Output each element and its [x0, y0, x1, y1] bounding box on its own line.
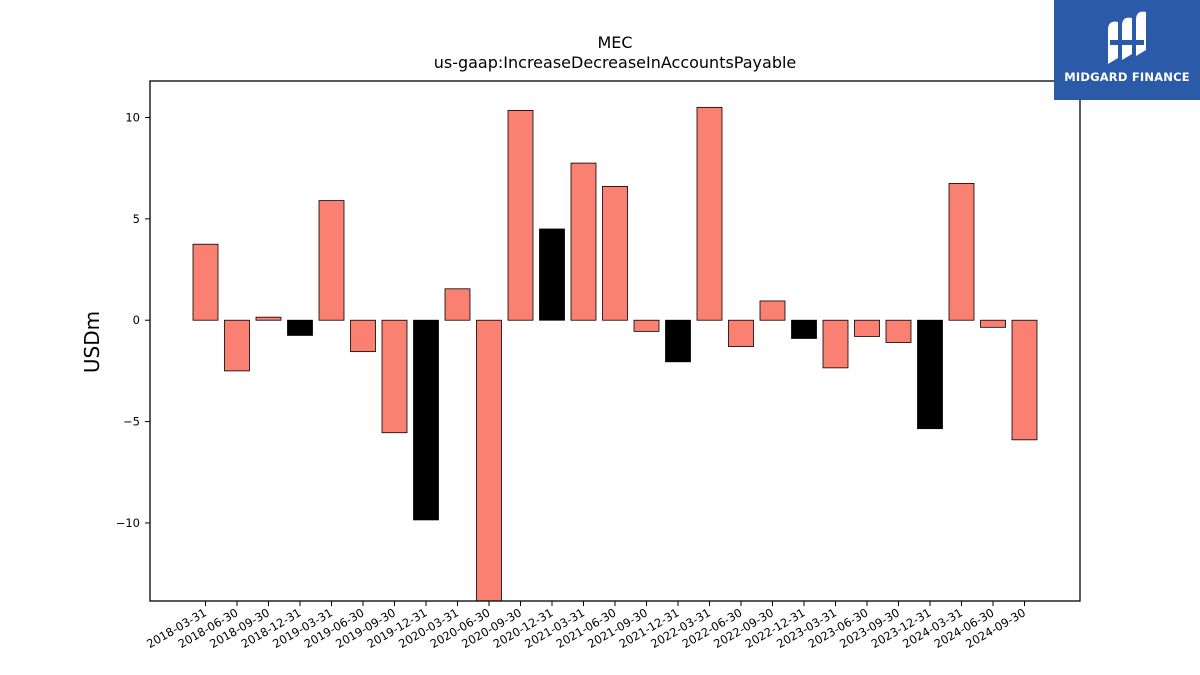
bar-2022-12-31 [791, 319, 817, 339]
bar-2020-06-30 [476, 319, 502, 602]
bar-2018-03-31 [192, 243, 219, 321]
chart-subtitle: us-gaap:IncreaseDecreaseInAccountsPayabl… [434, 53, 797, 72]
y-tick-label: −10 [116, 516, 140, 530]
bars-group [192, 106, 1038, 602]
bar-2021-09-30 [633, 319, 660, 332]
bar-2019-09-30 [381, 319, 408, 434]
y-tick-label: 0 [133, 313, 140, 327]
bar-2021-03-31 [570, 162, 597, 321]
bar-2021-06-30 [602, 186, 628, 321]
bar-2023-03-31 [822, 319, 849, 369]
bar-2023-12-31 [917, 319, 943, 430]
chart-title: MEC [597, 33, 632, 52]
plot-frame [149, 80, 1081, 602]
bar-2023-09-30 [885, 319, 912, 343]
midgard-finance-logo: MIDGARD FINANCE [1054, 0, 1200, 100]
bar-2023-06-30 [854, 319, 880, 337]
y-tick-label: 5 [133, 212, 140, 226]
bar-2019-06-30 [350, 319, 376, 353]
bar-2024-06-30 [980, 319, 1006, 328]
bar-2020-03-31 [444, 288, 471, 321]
logo-text: MIDGARD FINANCE [1064, 70, 1190, 84]
bar-2020-09-30 [507, 110, 534, 321]
bar-2018-06-30 [224, 319, 250, 372]
bar-2020-12-31 [539, 228, 565, 321]
bar-2019-03-31 [318, 200, 345, 321]
bar-2019-12-31 [413, 319, 439, 521]
x-ticks-group: 2018-03-312018-06-302018-09-302018-12-31… [144, 601, 1028, 651]
y-axis-label: USDm [80, 311, 104, 373]
bar-2022-06-30 [728, 319, 754, 347]
bar-2018-12-31 [287, 319, 313, 336]
bar-2024-09-30 [1011, 319, 1038, 441]
bar-2022-03-31 [696, 106, 723, 321]
y-tick-label: 10 [125, 110, 140, 124]
midgard-logo-icon [1108, 11, 1146, 64]
bar-2024-03-31 [948, 182, 975, 321]
bar-2021-12-31 [665, 319, 691, 363]
y-ticks-group: 10 5 0 −5 −10 [116, 110, 150, 530]
bar-2022-09-30 [759, 300, 786, 321]
y-tick-label: −5 [123, 415, 140, 429]
bar-2018-09-30 [255, 316, 282, 321]
